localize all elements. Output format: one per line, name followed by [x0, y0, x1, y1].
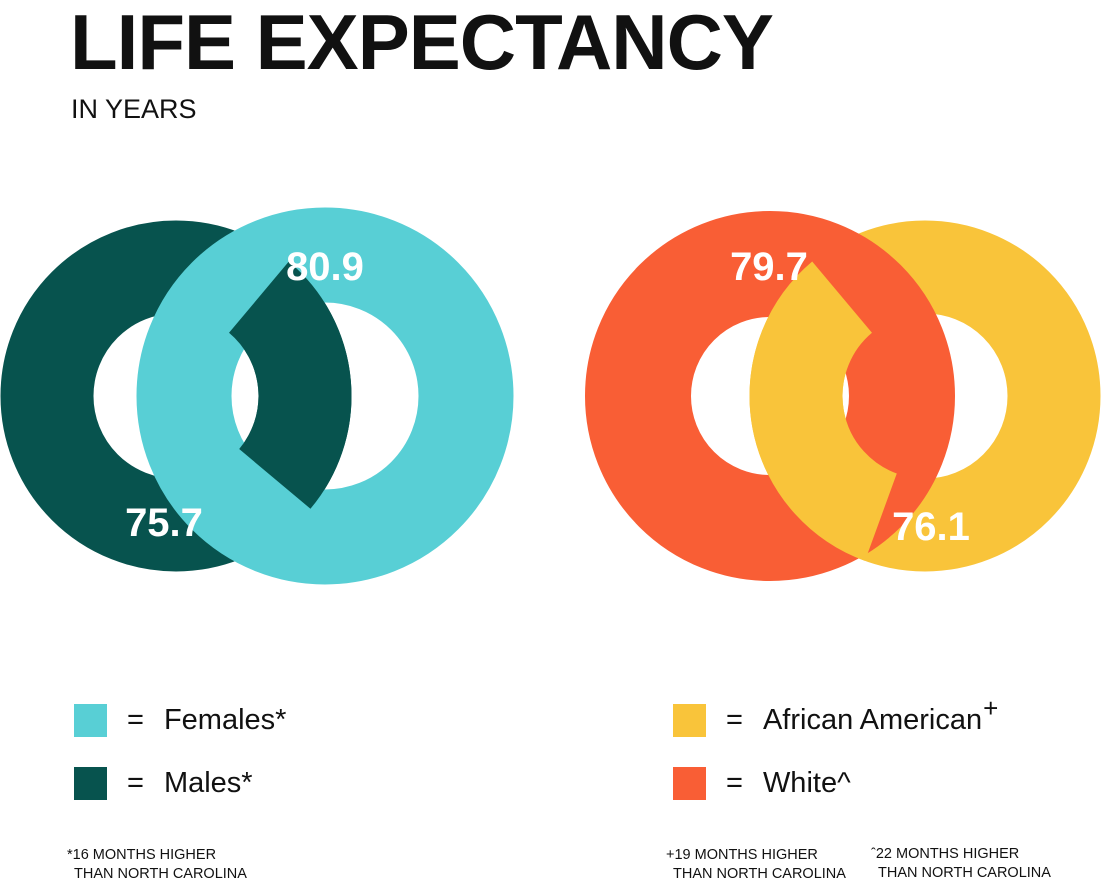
legend-white: = White^	[673, 767, 851, 800]
females-value: 80.9	[286, 245, 364, 289]
legend-equals: =	[726, 767, 743, 799]
legend-equals: =	[726, 704, 743, 736]
gender-footnote: *16 MONTHS HIGHER THAN NORTH CAROLINA	[67, 846, 247, 884]
white-ring	[585, 211, 955, 581]
males-swatch	[74, 767, 107, 800]
males-ring-front-arc	[227, 261, 352, 509]
gender-footnote-line1: *16 MONTHS HIGHER	[67, 847, 217, 863]
race-rings: 79.7 76.1	[585, 211, 1101, 581]
african-american-footnote-line2: THAN NORTH CAROLINA	[673, 866, 846, 882]
legend-females: = Females*	[74, 704, 286, 737]
females-ring	[136, 207, 514, 585]
gender-rings: 80.9 75.7	[0, 207, 514, 585]
legend-males: = Males*	[74, 767, 253, 800]
african-american-mark: +	[983, 693, 999, 723]
legend-equals: =	[127, 767, 144, 799]
females-label: Females*	[163, 704, 287, 736]
african-american-value: 76.1	[892, 505, 970, 549]
african-american-footnote-line1: +19 MONTHS HIGHER	[666, 847, 818, 863]
african-american-swatch	[673, 704, 706, 737]
white-swatch	[673, 767, 706, 800]
white-footnote: ˆ22 MONTHS HIGHER THAN NORTH CAROLINA	[871, 845, 1051, 883]
african-american-label: African American	[762, 704, 983, 736]
african-american-ring-front-arc	[749, 261, 899, 561]
white-footnote-line1: ˆ22 MONTHS HIGHER	[871, 846, 1020, 862]
african-american-footnote: +19 MONTHS HIGHER THAN NORTH CAROLINA	[666, 846, 846, 884]
legend-african-american: = African American +	[673, 693, 998, 737]
white-footnote-line2: THAN NORTH CAROLINA	[878, 865, 1051, 881]
page-subtitle: IN YEARS	[71, 94, 197, 124]
gender-footnote-line2: THAN NORTH CAROLINA	[74, 866, 247, 882]
page-title: LIFE EXPECTANCY	[70, 0, 774, 86]
females-swatch	[74, 704, 107, 737]
white-label: White^	[762, 767, 851, 799]
males-label: Males*	[163, 767, 253, 799]
legend-equals: =	[127, 704, 144, 736]
white-value: 79.7	[730, 245, 808, 289]
males-value: 75.7	[125, 501, 203, 545]
